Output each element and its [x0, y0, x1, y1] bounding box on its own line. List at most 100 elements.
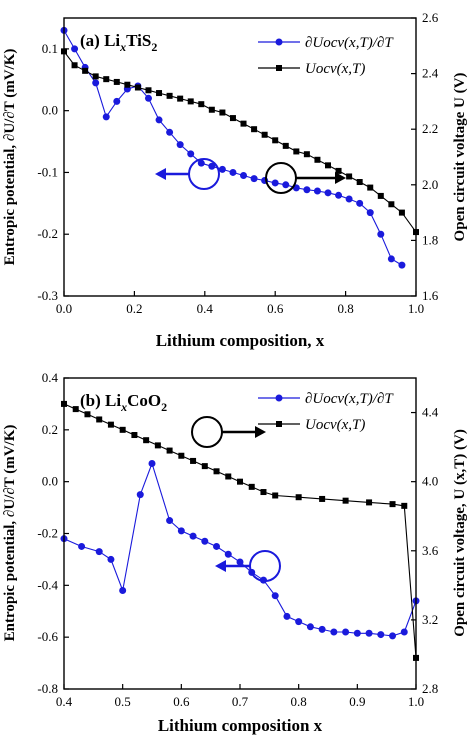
panel-b-x-tick-label: 0.6 — [173, 694, 190, 709]
panel-b-plot-frame — [63, 377, 417, 690]
panel-a-series-0-point — [187, 150, 195, 158]
panel-a-x-tick-label: 0.0 — [56, 301, 72, 316]
panel-a-series-1-point — [325, 162, 331, 169]
panel-b-x-tick-label: 0.7 — [232, 694, 249, 709]
panel-b-y-left-tick-label: 0.4 — [42, 370, 59, 385]
panel-b-y-left-tick-label: -0.4 — [37, 577, 58, 592]
panel-a-y-right-label: Open circuit voltage U (V) — [452, 73, 468, 242]
panel-b-series-0-point — [166, 517, 174, 525]
panel-a-series-1-point — [187, 98, 194, 105]
panel-a-series-1-point — [251, 126, 258, 133]
panel-a-series-1-point — [293, 148, 300, 155]
panel-b-y-left-tick-label: -0.8 — [37, 681, 58, 696]
panel-a-series-0-point — [71, 45, 79, 53]
panel-b-series-0-point — [389, 632, 397, 640]
panel-b-y-right-tick-label: 2.8 — [422, 681, 438, 696]
panel-b-series-0-point — [365, 629, 373, 637]
panel-b-y-left-label: Entropic potential, ∂U/∂T (mV/K) — [2, 425, 18, 642]
panel-a-series-0-point — [303, 186, 311, 194]
panel-a-series-0-point — [144, 94, 152, 102]
panel-b-y-right-tick-label: 3.2 — [422, 612, 438, 627]
panel-b-y-right-label: Open circuit voltage, U (x,T) (V) — [452, 429, 468, 637]
panel-a-x-axis-label: Lithium composition, x — [156, 331, 325, 350]
panel-b-x-tick-label: 1.0 — [408, 694, 424, 709]
panel-a-series-1-point — [92, 73, 99, 80]
panel-a-y-right-tick-label: 2.4 — [422, 66, 439, 81]
panel-a-y-left-label: Entropic potential, ∂U/∂T (mV/K) — [2, 49, 18, 266]
legend-ocv-label: Uocv(x,T) — [305, 61, 365, 77]
panel-b-x-tick-label: 0.4 — [56, 694, 73, 709]
panel-a-series-0-point — [229, 168, 237, 176]
panel-a-series-1-point — [240, 120, 247, 127]
panel-a-x-tick-label: 0.2 — [126, 301, 142, 316]
panel-b-series-1-point — [295, 494, 302, 501]
panel-a-x-tick-label: 0.4 — [197, 301, 214, 316]
panel-b-series-1-point — [190, 457, 197, 464]
panel-a: 0.0 0.2 0.4 0.6 0.8 1.0 -0.3 -0.2 -0.1 0.0 0.1 1.… — [2, 10, 468, 350]
legend-entropy-marker — [275, 38, 283, 46]
panel-b-series-1-point — [389, 501, 396, 508]
panel-a-series-0-point — [313, 187, 321, 195]
panel-b-series-0-point — [95, 548, 103, 556]
panel-a-y-right-tick-label: 1.6 — [422, 288, 439, 303]
panel-b-x-tick-label: 0.9 — [349, 694, 365, 709]
panel-b-series-0-point — [119, 587, 127, 595]
panel-b-y-right-tick-label: 4.0 — [422, 474, 438, 489]
panel-b-x-tick-label: 0.5 — [115, 694, 131, 709]
panel-a-entropy-arrow-head — [155, 168, 166, 180]
panel-a-series-0-point — [176, 141, 184, 149]
panel-b-series-1-point — [84, 411, 91, 418]
panel-b-y-right-tick-label: 4.4 — [422, 405, 439, 420]
panel-a-y-left-tick-label: -0.2 — [37, 226, 58, 241]
panel-a-y-right-tick-label: 2.6 — [422, 10, 439, 25]
panel-b-x-axis-label: Lithium composition x — [158, 716, 323, 735]
panel-b-series-0-point — [189, 532, 197, 540]
panel-a-series-1-point — [261, 131, 268, 138]
panel-b-ocv-circle-annotation — [191, 416, 223, 448]
legend-ocv-label: Uocv(x,T) — [305, 417, 365, 433]
legend-entropy-label: ∂Uocv(x,T)/∂T — [305, 35, 394, 51]
panel-b-series-0-point — [177, 527, 185, 535]
panel-b-series-1-point — [131, 432, 138, 439]
panel-b-legend: ∂Uocv(x,T)/∂T Uocv(x,T) — [258, 391, 394, 433]
panel-a-ocv-arrow-head — [335, 172, 346, 184]
panel-a-series-0-point — [398, 261, 406, 269]
panel-a-series-0-point — [356, 199, 364, 207]
panel-b-series-1-point — [143, 437, 150, 444]
panel-a-series-0-point — [92, 79, 100, 87]
panel-b-series-0-point — [295, 618, 303, 626]
panel-a-series-0-point — [113, 97, 121, 105]
panel-a-series-1-point — [367, 184, 374, 191]
panel-a-series-1-point — [198, 101, 205, 108]
panel-b-ocv-arrow-head — [255, 426, 266, 438]
panel-a-series-entropy — [60, 26, 406, 269]
panel-b-y-right-tick-label: 3.6 — [422, 543, 439, 558]
panel-a-y-right-tick-label: 2.0 — [422, 177, 438, 192]
panel-b-series-0-point — [213, 542, 221, 550]
panel-b-series-1-point — [166, 447, 173, 454]
panel-b-series-1-point — [96, 416, 103, 423]
panel-a-title: (a) LixTiS2 — [80, 31, 157, 54]
panel-a-series-0-point — [282, 181, 290, 189]
panel-a-series-1-point — [166, 92, 173, 99]
panel-a-series-1-point — [113, 78, 120, 85]
panel-a-legend: ∂Uocv(x,T)/∂T Uocv(x,T) — [258, 35, 394, 77]
panel-b-series-0-point — [148, 460, 156, 468]
panel-b-series-1-point — [366, 499, 373, 506]
panel-a-series-0-point — [377, 230, 385, 238]
panel-b-series-1-point — [319, 495, 326, 502]
panel-a-series-0-point — [218, 165, 226, 173]
panel-a-series-1-point — [377, 192, 384, 199]
panel-b-series-1-point — [178, 452, 185, 459]
panel-a-y-right-tick-label: 2.2 — [422, 121, 438, 136]
panel-a-y-left-tick-label: 0.1 — [42, 41, 58, 56]
panel-a-series-1-point — [219, 109, 226, 116]
panel-a-series-1-point — [82, 67, 89, 74]
panel-b-y-left-tick-label: -0.2 — [37, 526, 58, 541]
panel-b-series-1-point — [272, 492, 279, 499]
panel-a-series-1-point — [156, 90, 163, 97]
panel-b-y-right-ticks: 2.8 3.2 3.6 4.0 4.4 — [411, 405, 439, 696]
legend-ocv-marker — [276, 421, 282, 427]
panel-a-series-1-point — [145, 87, 152, 94]
